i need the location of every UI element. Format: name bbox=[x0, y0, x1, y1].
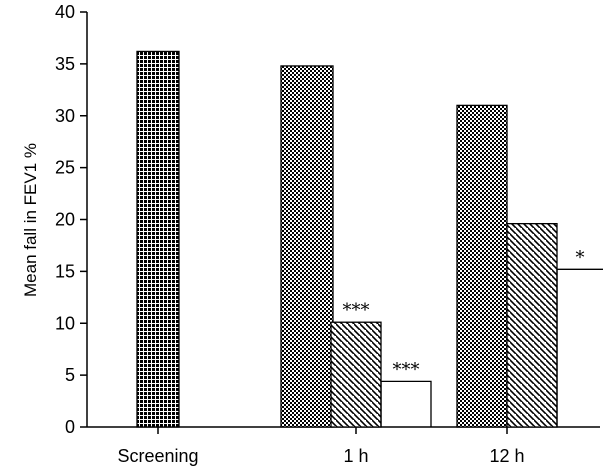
bar bbox=[136, 50, 180, 428]
bar bbox=[556, 268, 603, 427]
y-tick-label: 35 bbox=[55, 54, 75, 74]
y-ticks: 0 5 10 15 20 25 30 35 40 bbox=[55, 2, 87, 437]
category-labels: Screening 1 h 12 h bbox=[117, 427, 525, 466]
y-tick-label: 40 bbox=[55, 2, 75, 22]
y-tick-label: 5 bbox=[65, 365, 75, 385]
bar bbox=[456, 104, 508, 428]
y-tick-label: 25 bbox=[55, 158, 75, 178]
y-tick-label: 0 bbox=[65, 417, 75, 437]
y-tick-label: 15 bbox=[55, 261, 75, 281]
significance-label: *** bbox=[393, 359, 420, 380]
category-label: 1 h bbox=[343, 446, 368, 466]
bars bbox=[136, 50, 603, 428]
y-tick-label: 10 bbox=[55, 313, 75, 333]
bar bbox=[330, 321, 382, 428]
category-label: 12 h bbox=[489, 446, 524, 466]
significance-label: *** bbox=[343, 300, 370, 321]
y-axis-title: Mean fall in FEV1 % bbox=[21, 143, 40, 297]
bar bbox=[280, 65, 334, 428]
y-tick-label: 20 bbox=[55, 210, 75, 230]
significance-label: * bbox=[576, 247, 585, 268]
category-label: Screening bbox=[117, 446, 198, 466]
y-tick-label: 30 bbox=[55, 106, 75, 126]
bar bbox=[506, 222, 558, 428]
bar-annotations: ******* bbox=[343, 247, 585, 380]
bar bbox=[380, 380, 432, 427]
